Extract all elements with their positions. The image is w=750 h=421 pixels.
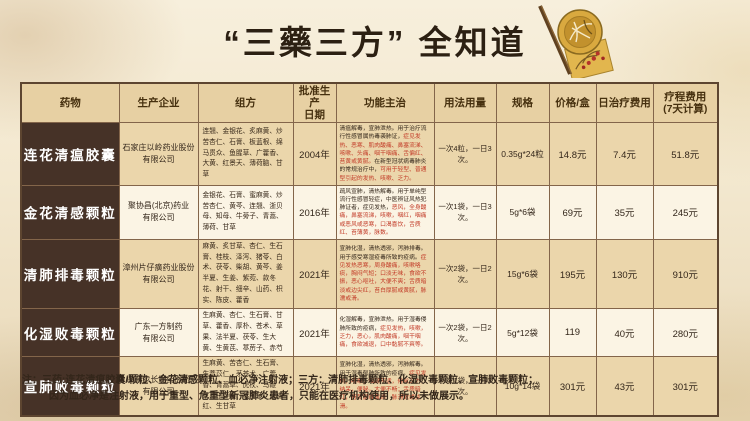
composition-cell: 金银花、石膏、蜜麻黄、炒苦杏仁、黄芩、连翘、浙贝母、知母、牛蒡子、青蒿、薄荷、甘… [197, 184, 294, 241]
price-cell: 69元 [548, 184, 597, 241]
drug-name-cell: 宣肺败毒颗粒 [20, 356, 120, 417]
indication-highlight: 症见发热，咳嗽，乏力，恶心，肌肉酸痛，咽干咽痛，食欲减退，口中黏腻不爽等。 [339, 325, 427, 349]
drug-name-cell: 化湿败毒颗粒 [20, 308, 120, 358]
usage-cell: 一次1袋，一日2次。 [433, 356, 497, 417]
col-header-price: 价格/盒 [548, 82, 597, 124]
medicine-comparison-table: 药物 生产企业 组方 批准生产 日期 功能主治 用法用量 规格 价格/盒 日治疗… [20, 82, 719, 417]
indication-cell: 清瘟解毒，宣肺泄热。用于治疗流行性感冒属热毒袭肺证，症见发热、恶寒、肌肉酸痛、鼻… [335, 122, 435, 186]
indication-cell: 疏风宣肺，清热解毒。用于单纯型流行性感冒轻症，中医辨证风热犯肺证者，症见发热，恶… [335, 184, 435, 241]
indication-highlight: 可用于轻型、普通型引起的发热、咳嗽、乏力。 [339, 167, 427, 182]
daily-cost-cell: 40元 [595, 308, 654, 358]
composition-cell: 生麻黄、杏仁、生石膏、甘草、藿香、厚朴、苍术、草果、法半夏、茯苓、生大黄、生黄芪… [197, 308, 294, 358]
col-header-spec: 规格 [495, 82, 550, 124]
header-row: 药物 生产企业 组方 批准生产 日期 功能主治 用法用量 规格 价格/盒 日治疗… [20, 82, 719, 124]
manufacturer-cell: 石家庄以岭药业股份 有限公司 [118, 122, 199, 186]
manufacturer-cell: 漳州片仔癀药业股份 有限公司 [118, 239, 199, 310]
table-row: 连花清瘟胶囊 石家庄以岭药业股份 有限公司 连翘、金银花、炙麻黄、炒苦杏仁、石膏… [20, 122, 719, 186]
usage-cell: 一次2袋，一日2次。 [433, 239, 497, 310]
course-cost-cell: 51.8元 [652, 122, 719, 186]
drug-name-cell: 连花清瘟胶囊 [20, 122, 120, 186]
col-header-manufacturer: 生产企业 [118, 82, 199, 124]
indication-text: 清瘟解毒，宣肺泄热。用于治疗流行性感冒属热毒袭肺证， [339, 126, 427, 141]
footnote-line-1: 注：三药:连花清瘟胶囊/颗粒、金花清感颗粒、血必净注射液；三方：清肺排毒颗粒、化… [22, 375, 539, 386]
price-cell: 14.8元 [548, 122, 597, 186]
usage-cell: 一次1袋，一日3次。 [433, 184, 497, 241]
drug-name-cell: 清肺排毒颗粒 [20, 239, 120, 310]
composition-cell: 连翘、金银花、炙麻黄、炒苦杏仁、石膏、板蓝根、绵马贯众、鱼腥草、广藿香、大黄、红… [197, 122, 294, 186]
indication-highlight: 恶风，全身酸痛，鼻塞流涕，咳嗽，咽红，咽痛或恶风或恶寒，口渴喜饮，舌质红、苔薄黄… [339, 205, 427, 236]
indication-text: 宣肺化湿，清热透邪，泻肺解毒。用于湿毒郁肺所致的疫病。 [339, 362, 427, 377]
col-header-drug: 药物 [20, 82, 120, 124]
indication-cell: 化湿解毒，宣肺泄热。用于湿毒侵肺所致的疫病，症见发热，咳嗽，乏力，恶心，肌肉酸痛… [335, 308, 435, 358]
composition-cell: 麻黄、炙甘草、杏仁、生石膏、桂枝、泽泻、猪苓、白术、茯苓、柴胡、黄芩、姜半夏、生… [197, 239, 294, 310]
course-cost-cell: 910元 [652, 239, 719, 310]
usage-cell: 一次2袋，一日2次。 [433, 308, 497, 358]
table-row: 金花清感颗粒 聚协昌(北京)药业 有限公司 金银花、石膏、蜜麻黄、炒苦杏仁、黄芩… [20, 184, 719, 241]
spec-cell: 5g*12袋 [495, 308, 550, 358]
indication-cell: 宣肺化湿，清热透邪，泻肺解毒。用于湿毒郁肺所致的疫病。症见发热，咳嗽，咽部不适，… [335, 356, 435, 417]
price-cell: 195元 [548, 239, 597, 310]
spec-cell: 5g*6袋 [495, 184, 550, 241]
daily-cost-cell: 43元 [595, 356, 654, 417]
daily-cost-cell: 7.4元 [595, 122, 654, 186]
table-row: 宣肺败毒颗粒 山东步长制药股份 有限公司 生麻黄、苦杏仁、生石膏、生薏苡仁、茅苍… [20, 356, 719, 417]
approval-date-cell: 2021年 [292, 308, 337, 358]
indication-highlight: 症见发热恶寒，周身酸痛，咳嗽咯痰，胸闷气短；口淡无味，食欲不振，恶心呕吐，大便不… [339, 254, 427, 302]
table-row: 化湿败毒颗粒 广东一方制药 有限公司 生麻黄、杏仁、生石膏、甘草、藿香、厚朴、苍… [20, 308, 719, 358]
daily-cost-cell: 35元 [595, 184, 654, 241]
approval-date-cell: 2016年 [292, 184, 337, 241]
table-row: 清肺排毒颗粒 漳州片仔癀药业股份 有限公司 麻黄、炙甘草、杏仁、生石膏、桂枝、泽… [20, 239, 719, 310]
col-header-approval-date: 批准生产 日期 [292, 82, 337, 124]
page-title: “三藥三方” 全知道 [223, 24, 527, 61]
indication-text: 在新型冠状病毒肺炎的常规治疗中， [339, 159, 427, 174]
col-header-daily-cost: 日治疗费用 [595, 82, 654, 124]
approval-date-cell: 2021年 [292, 356, 337, 417]
spec-cell: 0.35g*24粒 [495, 122, 550, 186]
manufacturer-cell: 广东一方制药 有限公司 [118, 308, 199, 358]
usage-cell: 一次4粒，一日3次。 [433, 122, 497, 186]
footnote-line-2: 因为血必净是注射液，用于重型、危重型新冠肺炎患者，只能在医疗机构使用，所以未做展… [49, 390, 469, 402]
course-cost-cell: 301元 [652, 356, 719, 417]
title-wrap: “三藥三方” 全知道 [0, 16, 750, 64]
drug-name-cell: 金花清感颗粒 [20, 184, 120, 241]
course-cost-cell: 245元 [652, 184, 719, 241]
approval-date-cell: 2004年 [292, 122, 337, 186]
manufacturer-cell: 山东步长制药股份 有限公司 [118, 356, 199, 417]
indication-highlight: 症见发热，咳嗽，咽部不适，倦怠乏力，纳呆，便秘，大便不畅；舌质暗红，苔黄腻或黄燥… [339, 370, 427, 410]
indication-cell: 宣肺化湿，清热透邪，泻肺排毒。用于感受寒湿疫毒所致的疫病。症见发热恶寒，周身酸痛… [335, 239, 435, 310]
indication-text: 化湿解毒，宣肺泄热。用于湿毒侵肺所致的疫病， [339, 317, 427, 332]
course-cost-cell: 280元 [652, 308, 719, 358]
footnote: 注：三药:连花清瘟胶囊/颗粒、金花清感颗粒、血必净注射液；三方：清肺排毒颗粒、化… [22, 373, 728, 404]
indication-text: 宣肺化湿，清热透邪，泻肺排毒。用于感受寒湿疫毒所致的疫病。 [339, 246, 427, 261]
spec-cell: 15g*6袋 [495, 239, 550, 310]
col-header-course-cost: 疗程费用 (7天计算) [652, 82, 719, 124]
daily-cost-cell: 130元 [595, 239, 654, 310]
indication-text: 疏风宣肺，清热解毒。用于单纯型流行性感冒轻症，中医辨证风热犯肺证者，症见发热， [339, 188, 427, 212]
spec-cell: 10g*14袋 [495, 356, 550, 417]
col-header-composition: 组方 [197, 82, 294, 124]
price-cell: 301元 [548, 356, 597, 417]
tcm-mortar-herbs-icon [538, 5, 614, 78]
indication-highlight: 症见发热、恶寒、肌肉酸痛、鼻塞流涕、咳嗽、头痛、咽干咽痛、舌偏红、苔黄或黄腻。 [339, 134, 427, 166]
approval-date-cell: 2021年 [292, 239, 337, 310]
price-cell: 119 [548, 308, 597, 358]
manufacturer-cell: 聚协昌(北京)药业 有限公司 [118, 184, 199, 241]
col-header-indication: 功能主治 [335, 82, 435, 124]
composition-cell: 生麻黄、苦杏仁、生石膏、生薏苡仁、茅苍术、广藿香、青蒿草、虎杖、马鞭草、干芦根、… [197, 356, 294, 417]
col-header-usage: 用法用量 [433, 82, 497, 124]
